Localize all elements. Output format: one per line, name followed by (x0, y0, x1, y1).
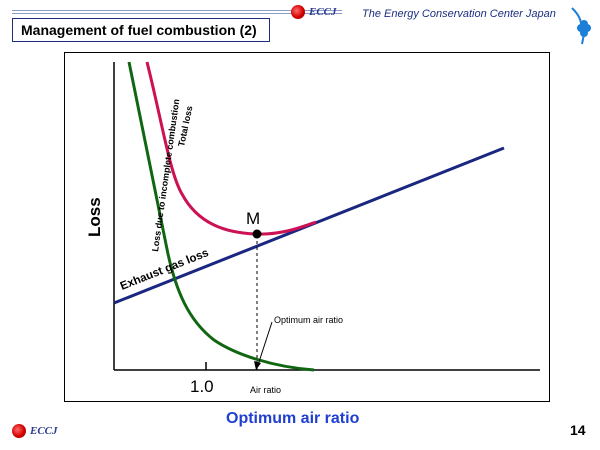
x-tick-label: 1.0 (190, 377, 214, 396)
clover-icon (571, 7, 591, 45)
org-name: The Energy Conservation Center Japan (362, 8, 556, 20)
header-rule-top (12, 10, 342, 11)
optimum-point-label: M (246, 209, 260, 228)
slide-title: Management of fuel combustion (2) (12, 18, 270, 42)
eccj-logo-icon (291, 5, 305, 19)
annotation-leader (257, 321, 273, 366)
annotation-arrowhead (254, 361, 261, 370)
x-axis-label: Air ratio (250, 385, 281, 395)
optimum-point (252, 229, 262, 239)
optimum-air-ratio-annotation: Optimum air ratio (274, 315, 343, 325)
combustion-loss-diagram: Loss 1.0 Air ratio M Loss due to incompl… (64, 52, 550, 402)
incomplete-combustion-curve (127, 61, 315, 372)
page-number: 14 (570, 422, 586, 438)
y-axis-label: Loss (85, 197, 104, 237)
total-loss-curve (145, 61, 317, 236)
footer-eccj-logo-icon (12, 424, 26, 438)
footer-logo-text: ECCJ (30, 425, 58, 437)
figure-caption: Optimum air ratio (226, 410, 360, 427)
header-rule-bottom (12, 13, 342, 14)
header-logo-text: ECCJ (309, 6, 337, 18)
